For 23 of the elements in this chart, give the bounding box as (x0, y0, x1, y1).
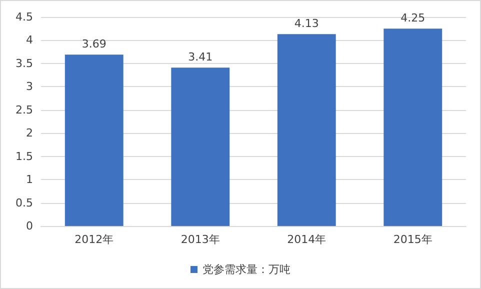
y-tick-label: 3.5 (16, 56, 33, 70)
data-label: 3.41 (188, 50, 213, 64)
y-tick-label: 3 (26, 80, 33, 94)
x-tick-label: 2014年 (287, 233, 326, 246)
y-tick-label: 2 (26, 126, 33, 140)
bar (64, 54, 124, 226)
y-tick-label: 0.5 (16, 196, 33, 210)
legend-label: 党参需求量：万吨 (202, 263, 290, 276)
x-tick-label: 2012年 (74, 233, 114, 246)
y-tick-label: 2.5 (16, 103, 33, 116)
x-tick-label: 2015年 (393, 233, 432, 246)
y-tick-label: 1 (26, 173, 33, 186)
data-label: 3.69 (82, 38, 106, 51)
y-tick-label: 4.5 (16, 10, 33, 24)
y-tick-label: 0 (26, 220, 33, 232)
y-tick-label: 4 (26, 34, 33, 47)
bar (384, 28, 442, 226)
bar (277, 34, 336, 226)
bar (171, 68, 230, 226)
y-tick-label: 1.5 (16, 150, 33, 163)
data-label: 4.13 (294, 17, 319, 30)
x-tick-label: 2013年 (180, 233, 220, 246)
data-label: 4.25 (400, 12, 426, 25)
